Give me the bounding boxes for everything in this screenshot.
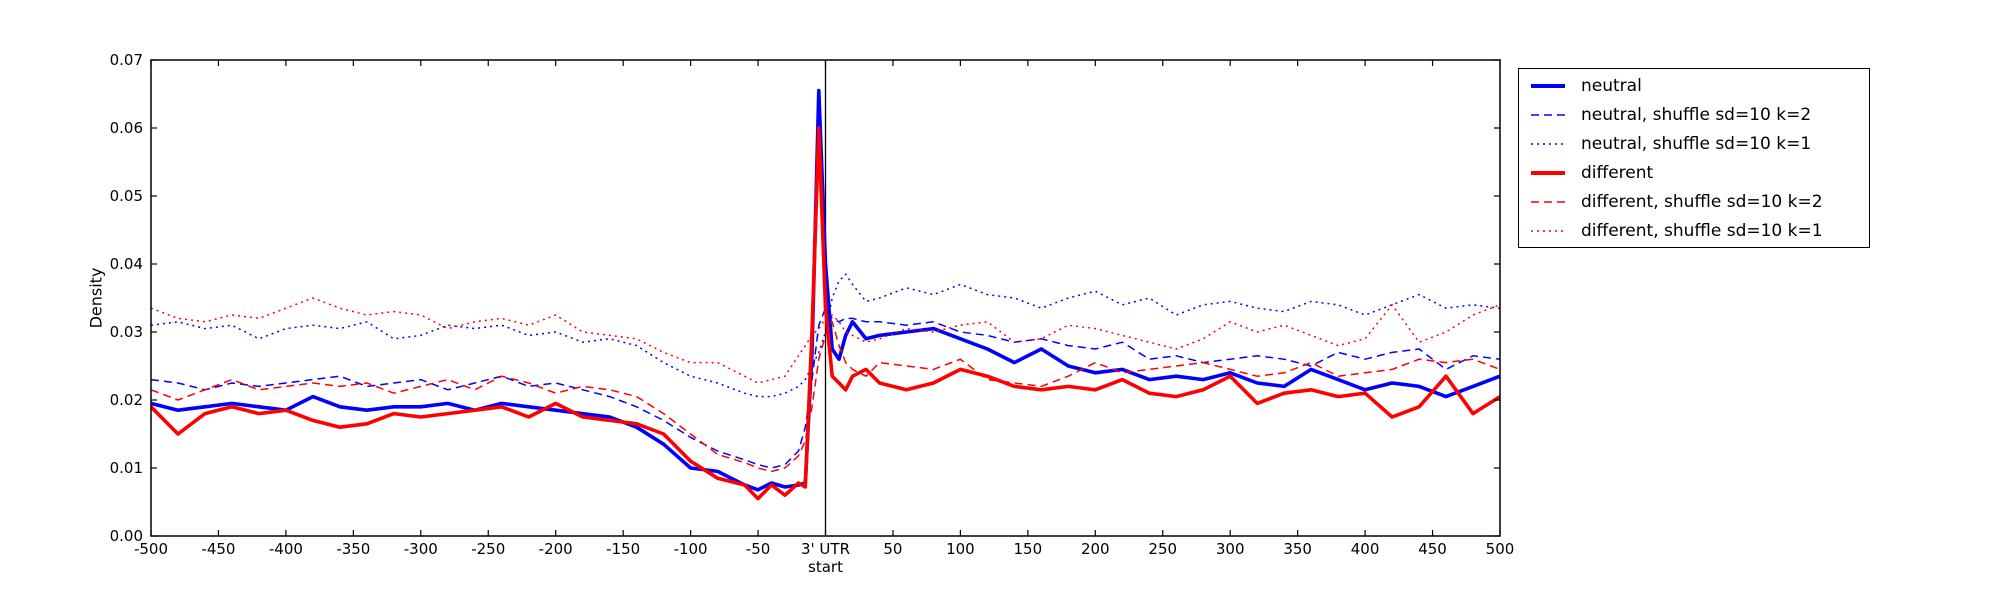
x-tick-label: -150	[606, 540, 640, 558]
legend-item-neutral: neutral	[1519, 72, 1869, 100]
series-line-neutral-shuffle-sd10-k1	[150, 273, 1501, 398]
series-line-different-shuffle-sd10-k1	[150, 297, 1501, 384]
x-tick-label: 450	[1418, 540, 1447, 558]
legend-label-neutral-shuffle-sd10-k1: neutral, shuffle sd=10 k=1	[1581, 133, 1812, 154]
x-tick-label: start	[808, 558, 843, 576]
y-tick-label: 0.05	[110, 187, 143, 205]
x-tick-label: -400	[269, 540, 303, 558]
legend-line-sample-different-shuffle-sd10-k2	[1531, 200, 1565, 203]
legend-line-sample-different-shuffle-sd10-k1	[1531, 229, 1565, 232]
x-tick-label: -200	[539, 540, 573, 558]
legend-label-neutral-shuffle-sd10-k2: neutral, shuffle sd=10 k=2	[1581, 104, 1812, 125]
legend-item-different-shuffle-sd10-k2: different, shuffle sd=10 k=2	[1519, 188, 1869, 216]
y-tick-label: 0.01	[110, 459, 143, 477]
series-line-different	[149, 126, 1501, 501]
x-tick-label: 3' UTR	[801, 540, 850, 558]
x-tick-label: 500	[1486, 540, 1515, 558]
x-tick-label: 250	[1148, 540, 1177, 558]
x-tick-label: -450	[201, 540, 235, 558]
series-line-different-shuffle-sd10-k2	[150, 321, 1501, 473]
legend-line-sample-neutral	[1531, 83, 1565, 88]
legend-label-neutral: neutral	[1581, 75, 1642, 96]
legend-label-different: different	[1581, 162, 1654, 183]
x-tick-label: 50	[883, 540, 902, 558]
legend-box: neutral neutral, shuffle sd=10 k=2 neutral…	[1518, 68, 1870, 248]
x-tick-label: 150	[1014, 540, 1043, 558]
legend-item-different: different	[1519, 159, 1869, 187]
y-tick-label: 0.04	[110, 255, 143, 273]
x-tick-label: -350	[336, 540, 370, 558]
x-tick-label: 300	[1216, 540, 1245, 558]
y-tick-label: 0.02	[110, 391, 143, 409]
x-tick-label: 350	[1283, 540, 1312, 558]
y-tick-label: 0.03	[110, 323, 143, 341]
legend-item-neutral-shuffle-sd10-k2: neutral, shuffle sd=10 k=2	[1519, 101, 1869, 129]
legend-item-different-shuffle-sd10-k1: different, shuffle sd=10 k=1	[1519, 217, 1869, 245]
x-tick-label: -100	[674, 540, 708, 558]
x-tick-label: -50	[746, 540, 771, 558]
legend-line-sample-neutral-shuffle-sd10-k1	[1531, 142, 1565, 145]
x-tick-label: -300	[404, 540, 438, 558]
x-tick-label: -500	[134, 540, 168, 558]
x-tick-label: 200	[1081, 540, 1110, 558]
legend-label-different-shuffle-sd10-k1: different, shuffle sd=10 k=1	[1581, 220, 1823, 241]
legend-label-different-shuffle-sd10-k2: different, shuffle sd=10 k=2	[1581, 191, 1823, 212]
y-axis-label: Density	[86, 267, 106, 329]
x-tick-label: 100	[946, 540, 975, 558]
legend-line-sample-different	[1531, 170, 1565, 175]
y-tick-label: 0.00	[110, 527, 143, 545]
x-tick-label: 400	[1351, 540, 1380, 558]
x-tick-label: -250	[471, 540, 505, 558]
y-tick-label: 0.07	[110, 51, 143, 69]
legend-item-neutral-shuffle-sd10-k1: neutral, shuffle sd=10 k=1	[1519, 130, 1869, 158]
legend-line-sample-neutral-shuffle-sd10-k2	[1531, 113, 1565, 116]
y-tick-label: 0.06	[110, 119, 143, 137]
